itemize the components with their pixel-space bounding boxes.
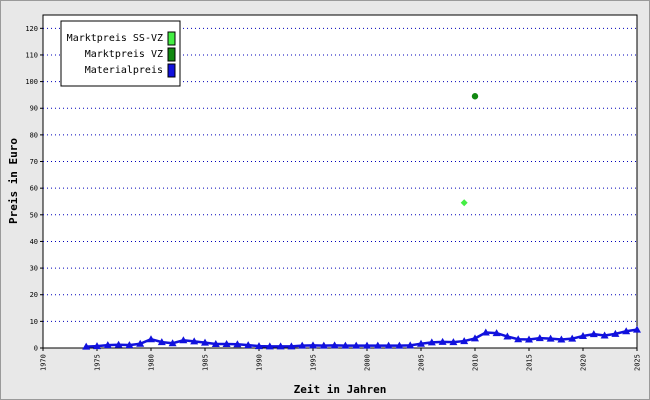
y-tick-label: 40 xyxy=(30,238,38,246)
axes: 0 10 20 30 40 50 60 70 80 90 100 110 120 1970 1975 1980… xyxy=(25,25,641,371)
data-point xyxy=(600,331,609,339)
data-point xyxy=(406,341,415,349)
data-point xyxy=(535,334,544,342)
data-point xyxy=(633,325,641,333)
x-tick-label: 1980 xyxy=(148,354,156,371)
legend-swatch xyxy=(167,63,176,78)
data-point xyxy=(276,342,285,350)
y-tick-label: 80 xyxy=(30,131,38,139)
data-point xyxy=(589,330,598,338)
grid xyxy=(43,27,637,322)
data-point xyxy=(157,338,166,346)
data-point xyxy=(546,334,555,342)
data-point xyxy=(525,335,533,343)
data-point xyxy=(211,340,220,348)
data-point xyxy=(201,338,209,346)
x-tick-label: 2005 xyxy=(418,354,426,371)
data-point xyxy=(190,337,199,345)
data-point xyxy=(125,341,134,349)
data-point xyxy=(579,332,587,340)
data-point xyxy=(222,340,231,348)
series-0 xyxy=(460,199,468,207)
x-tick-label: 2015 xyxy=(526,354,534,371)
series-line xyxy=(86,328,638,348)
data-point xyxy=(373,341,382,349)
data-point xyxy=(363,341,371,349)
data-point xyxy=(622,327,631,335)
legend-label: Marktpreis SS-VZ xyxy=(67,33,163,44)
legend: Marktpreis SS-VZ Marktpreis VZ Materialpre… xyxy=(60,20,181,87)
legend-label: Materialpreis xyxy=(85,65,163,76)
legend-swatch xyxy=(167,47,176,62)
data-point xyxy=(449,338,458,346)
data-point xyxy=(460,199,468,207)
data-point xyxy=(103,341,112,349)
y-tick-label: 90 xyxy=(30,105,38,113)
data-point xyxy=(244,341,253,349)
legend-swatch xyxy=(167,31,176,46)
x-tick-label: 2020 xyxy=(580,354,588,371)
x-axis-label: Zeit in Jahren xyxy=(294,383,387,396)
y-axis-label: Preis in Euro xyxy=(7,138,20,224)
x-tick-label: 1970 xyxy=(40,354,48,371)
data-point xyxy=(298,341,307,349)
series-2 xyxy=(82,325,641,350)
x-tick-label: 1995 xyxy=(310,354,318,371)
x-tick-label: 1990 xyxy=(256,354,264,371)
data-point xyxy=(384,341,393,349)
x-tick-label: 1975 xyxy=(94,354,102,371)
data-point xyxy=(147,335,155,343)
y-tick-label: 100 xyxy=(25,78,38,86)
data-point xyxy=(438,337,447,345)
series xyxy=(82,93,641,350)
data-point xyxy=(568,334,577,342)
data-point xyxy=(417,339,425,347)
data-point xyxy=(460,337,469,345)
y-tick-label: 110 xyxy=(25,51,38,59)
data-point xyxy=(395,341,404,349)
x-tick-label: 2025 xyxy=(634,354,642,371)
data-point xyxy=(265,342,274,350)
data-point xyxy=(492,329,501,337)
series-1 xyxy=(471,93,479,100)
data-point xyxy=(255,342,263,350)
data-point xyxy=(309,341,317,349)
x-tick-label: 2010 xyxy=(472,354,480,371)
data-point xyxy=(233,340,242,348)
data-point xyxy=(287,342,296,350)
data-point xyxy=(471,334,479,342)
y-tick-label: 0 xyxy=(34,345,38,353)
legend-label: Marktpreis VZ xyxy=(85,49,163,60)
data-point xyxy=(427,338,436,346)
data-point xyxy=(611,329,620,337)
data-point xyxy=(319,341,328,349)
data-point xyxy=(481,328,490,336)
data-point xyxy=(330,341,339,349)
data-point xyxy=(168,339,177,347)
data-point xyxy=(503,332,512,340)
data-point xyxy=(136,339,145,347)
y-tick-label: 10 xyxy=(30,318,38,326)
y-tick-label: 60 xyxy=(30,185,38,193)
y-tick-label: 120 xyxy=(25,25,38,33)
y-tick-label: 70 xyxy=(30,158,38,166)
legend-box xyxy=(60,20,181,87)
data-point xyxy=(341,341,350,349)
data-point xyxy=(82,342,91,350)
data-point xyxy=(93,342,101,350)
y-tick-label: 20 xyxy=(30,291,38,299)
x-tick-label: 2000 xyxy=(364,354,372,371)
y-tick-label: 50 xyxy=(30,211,38,219)
y-tick-label: 30 xyxy=(30,265,38,273)
x-tick-label: 1985 xyxy=(202,354,210,371)
data-point xyxy=(352,341,361,349)
data-point xyxy=(557,335,566,343)
data-point xyxy=(114,340,123,348)
data-point xyxy=(179,336,188,344)
data-point xyxy=(514,335,523,343)
data-point xyxy=(471,93,479,100)
